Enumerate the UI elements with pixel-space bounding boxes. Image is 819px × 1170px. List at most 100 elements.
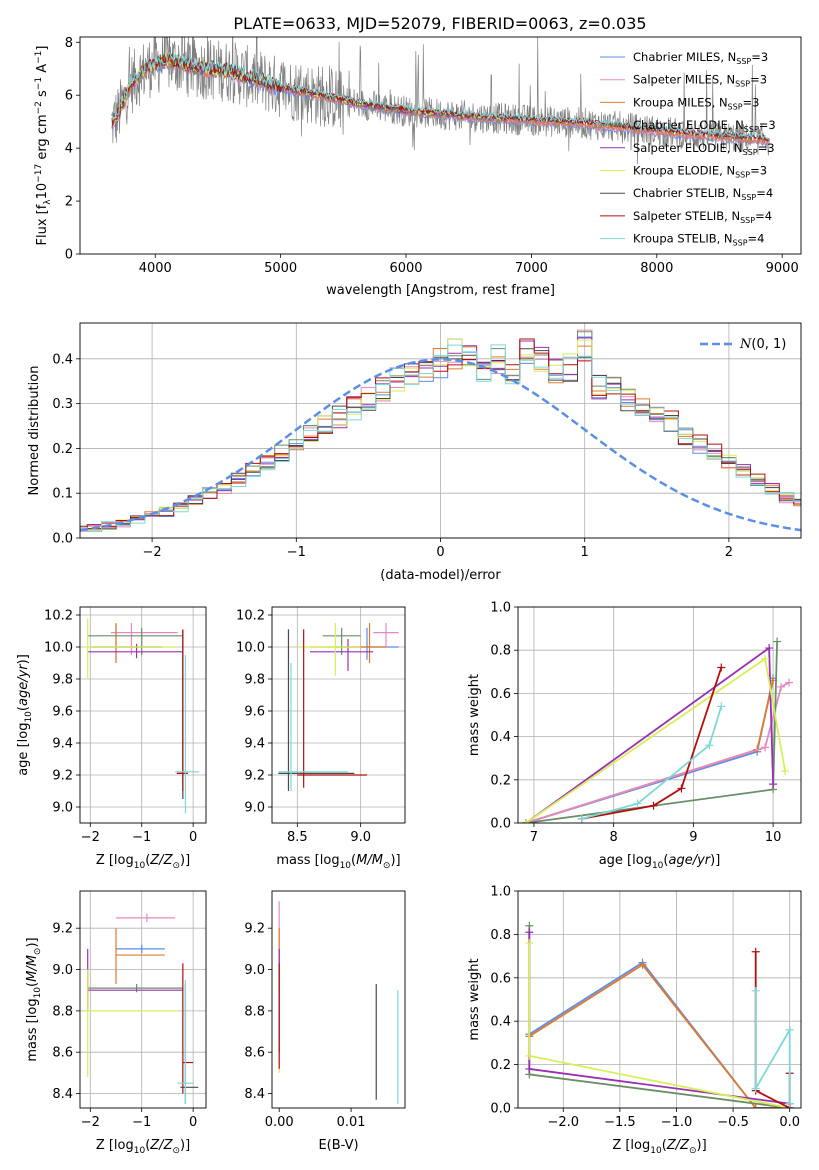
weight_vs_Z-line-kroupa_elodie — [528, 943, 790, 1108]
spectrum-ylabel-part: −17 — [34, 164, 44, 183]
spectrum-ylabel-part: s — [35, 90, 50, 101]
age_vs_Z-ytick-label: 10.2 — [44, 609, 73, 624]
age-z-xlabel-part: Z [log — [96, 853, 134, 868]
legend-sub: SSP — [728, 102, 743, 111]
weight-z-xlabel-part: )] — [697, 1138, 707, 1153]
age-z-ylabel-part: 10 — [24, 711, 34, 723]
legend-text: Salpeter STELIB, N — [633, 209, 740, 223]
weight_vs_age-marker-kroupa_stelib — [717, 702, 726, 711]
spectrum-ylabel: Flux [fλ10−17 erg cm−2 s−1 A−1] — [34, 46, 53, 246]
legend-label-chabrier_miles: Chabrier MILES, NSSP=3 — [633, 50, 768, 66]
weight_vs_age-line-chabrier_miles — [525, 678, 774, 823]
mass-z-ylabel-part: mass [log — [25, 998, 40, 1061]
age_vs_Z-ytick-label: 9.4 — [52, 737, 73, 752]
mass-z-xlabel-part: )] — [180, 1138, 190, 1153]
age_vs_Z-xtick-label: −2 — [81, 830, 100, 845]
weight_vs_Z-xtick-label: −2.0 — [547, 1115, 579, 1130]
weight_vs_age-plot-area — [521, 637, 794, 823]
chart-title: PLATE=0633, MJD=52079, FIBERID=0063, z=0… — [233, 14, 646, 33]
legend-value: =3 — [750, 164, 767, 178]
weight_vs_age-panel: 7 8 9 10 0.0 0.2 0.4 0.6 0.8 1.0 mass weight age [l… — [467, 601, 802, 871]
weight_vs_age-marker-kroupa_elodie — [781, 767, 790, 776]
mass-z-xlabel-part: ( — [145, 1138, 150, 1153]
weight_vs_age-marker-kroupa_elodie — [761, 654, 770, 663]
weight_vs_age-xtick-label: 7 — [530, 830, 538, 845]
mass_vs_Z-ytick-label: 8.6 — [52, 1046, 73, 1061]
weight_vs_Z-marker-kroupa_stelib — [751, 1084, 760, 1093]
mass_vs_ebv-ytick-label: 8.6 — [244, 1046, 265, 1061]
weight_vs_Z-marker-kroupa_miles — [638, 960, 647, 969]
residuals-xtick-label: −2 — [143, 545, 162, 560]
age-z-ylabel-part: age/yr — [16, 663, 31, 706]
spectrum-xtick-label: 7000 — [515, 261, 548, 276]
age_vs_mass-ytick-label: 10.0 — [236, 641, 265, 656]
age-mass-xlabel-part: M/M — [356, 853, 383, 868]
weight_vs_age-line-salpeter_stelib — [581, 667, 723, 820]
legend-text: Kroupa STELIB, N — [633, 232, 733, 246]
mass-z-xlabel-part: 10 — [134, 1146, 146, 1156]
age-mass-xlabel-part: )] — [390, 853, 400, 868]
legend-value: =3 — [751, 50, 768, 64]
spectrum-ylabel-part: λ — [43, 199, 53, 205]
age_vs_Z-ytick-label: 9.2 — [52, 769, 73, 784]
spectrum-frame — [79, 36, 802, 255]
weight-z-xlabel-part: Z [log — [612, 1138, 650, 1153]
weight_vs_Z-marker-kroupa_miles — [751, 1104, 760, 1108]
legend-text: Chabrier STELIB, N — [633, 186, 741, 200]
weight_vs_Z-ytick-label: 0.2 — [490, 1058, 511, 1073]
age_vs_Z-panel: −2 −1 09.09.29.49.69.810.010.2Z [log10(Z/Z… — [16, 606, 207, 871]
weight_vs_Z-panel: −2.0 −1.5 −1.0 −0.5 0.0 0.0 0.2 0.4 0.6 0.8 1.0 mas… — [467, 885, 802, 1156]
residuals-panel: −2 −1 0 1 2 0.0 0.1 0.2 0.3 0.4 N(0, 1) (data-model… — [27, 322, 802, 583]
weight_vs_age-marker-kroupa_stelib — [577, 814, 586, 823]
age_vs_mass-ytick-label: 9.8 — [244, 673, 265, 688]
mass_vs_ebv-ytick-label: 8.4 — [244, 1087, 265, 1102]
mass_vs_ebv-ytick-label: 8.8 — [244, 1004, 265, 1019]
weight_vs_Z-line-salpeter_elodie — [528, 932, 790, 1105]
spectrum-ylabel-part: −1 — [34, 51, 44, 64]
mass_vs_Z-plot-area — [85, 913, 199, 1104]
spectrum-ytick-label: 6 — [65, 89, 73, 104]
legend-label-salpeter_stelib: Salpeter STELIB, NSSP=4 — [633, 209, 772, 225]
age_vs_Z-ytick-label: 9.0 — [52, 801, 73, 816]
legend-label-kroupa_stelib: Kroupa STELIB, NSSP=4 — [633, 232, 764, 248]
residuals-ytick-label: 0.2 — [52, 442, 73, 457]
age-z-xlabel-part: 10 — [134, 861, 146, 871]
weight-z-xlabel-part: ⊙ — [689, 1146, 697, 1156]
mass-z-ylabel-part: 10 — [33, 987, 43, 999]
age_vs_mass-ytick-label: 9.6 — [244, 705, 265, 720]
weight_vs_age-ytick-label: 0.6 — [490, 687, 511, 702]
mass-z-ylabel-part: M/M — [25, 955, 40, 982]
spectrum-ytick-label: 4 — [65, 142, 73, 157]
legend-value: =4 — [755, 209, 772, 223]
weight-z-xlabel: Z [log10(Z/Z⊙)] — [612, 1138, 706, 1156]
age_vs_mass-panel: 8.5 9.0 9.0 9.2 9.4 9.6 9.8 10.0 10.2 mass [log10… — [236, 606, 406, 871]
legend-sub: SSP — [735, 171, 750, 180]
legend-text: (0, 1) — [751, 337, 786, 352]
age-z-xlabel-part: ( — [145, 853, 150, 868]
age_vs_Z-ytick-label: 9.6 — [52, 705, 73, 720]
spectrum-ylabel-part: −2 — [34, 101, 44, 114]
weight_vs_age-xtick-label: 10 — [765, 830, 782, 845]
legend-value: =3 — [743, 95, 760, 109]
legend-sub: SSP — [744, 125, 759, 134]
legend-text: Salpeter ELODIE, N — [633, 141, 743, 155]
mass_vs_Z-panel: −2 −1 08.48.68.89.09.2Z [log10(Z/Z⊙)]mass … — [25, 890, 207, 1156]
age_vs_mass-xtick-label: 9.0 — [350, 830, 371, 845]
weight_vs_Z-ytick-label: 0.0 — [490, 1102, 511, 1117]
model-spectrum-salpeter_stelib — [111, 52, 770, 141]
age_vs_mass-ytick-label: 9.2 — [244, 769, 265, 784]
spectrum-ylabel-part: erg cm — [35, 114, 50, 163]
mass_vs_ebv-frame — [271, 890, 406, 1109]
age-mass-xlabel-part: 10 — [340, 861, 352, 871]
legend-sub: SSP — [736, 57, 751, 66]
spectrum-ylabel-part: A — [35, 64, 50, 77]
residuals-ylabel: Normed distribution — [27, 366, 42, 496]
weight_vs_age-ytick-label: 0.4 — [490, 730, 511, 745]
spectrum-xlabel: wavelength [Angstrom, rest frame] — [326, 283, 555, 298]
spectrum-xtick-label: 5000 — [264, 261, 297, 276]
age_vs_mass-ytick-label: 9.0 — [244, 801, 265, 816]
residuals-frame — [79, 322, 802, 539]
mass_vs_Z-ytick-label: 8.4 — [52, 1087, 73, 1102]
age-z-xlabel-part: ⊙ — [172, 861, 180, 871]
weight_vs_age-ytick-label: 0.0 — [490, 817, 511, 832]
